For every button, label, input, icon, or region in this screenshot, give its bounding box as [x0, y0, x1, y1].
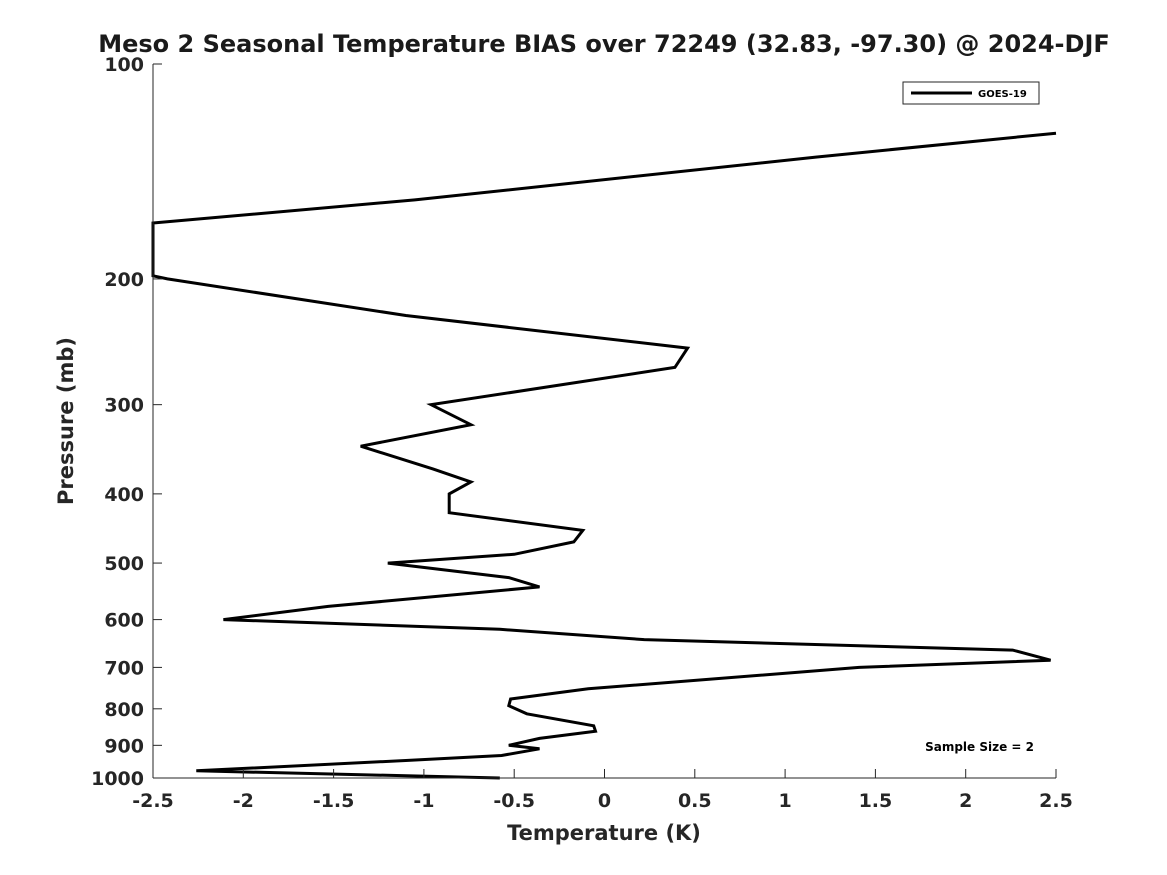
legend: GOES-19 — [902, 81, 1040, 105]
x-tick-label: 0 — [598, 790, 611, 812]
x-tick-label: 0.5 — [678, 790, 712, 812]
y-tick-label: 100 — [104, 54, 144, 76]
y-tick-label: 500 — [104, 553, 144, 575]
x-tick-label: -2.5 — [132, 790, 174, 812]
y-tick-label: 900 — [104, 735, 144, 757]
y-tick-label: 1000 — [91, 768, 144, 790]
sample-size-annotation: Sample Size = 2 — [925, 740, 1034, 754]
x-tick-label: -1.5 — [313, 790, 355, 812]
x-tick-label: 1.5 — [859, 790, 893, 812]
chart-title: Meso 2 Seasonal Temperature BIAS over 72… — [98, 30, 1110, 58]
plot-area — [153, 64, 1056, 778]
y-tick-label: 400 — [104, 484, 144, 506]
x-tick-label: -0.5 — [493, 790, 535, 812]
y-tick-label: 800 — [104, 699, 144, 721]
series-layer — [151, 131, 1057, 780]
x-axis-label: Temperature (K) — [507, 821, 701, 845]
y-tick-label: 300 — [104, 395, 144, 417]
y-tick-label: 600 — [104, 610, 144, 632]
y-tick-label: 200 — [104, 269, 144, 291]
x-tick-label: 2.5 — [1039, 790, 1073, 812]
x-tick-label: 1 — [778, 790, 791, 812]
y-axis-label: Pressure (mb) — [54, 337, 78, 505]
series-line-goes-19 — [151, 131, 1057, 780]
axes-layer: -2.5 -2 -1.5 -1 -0.5 0 0.5 1 1.5 2 2.5 100 200 300 400… — [91, 54, 1073, 812]
x-tick-label: -1 — [413, 790, 434, 812]
y-tick-label: 700 — [104, 657, 144, 679]
x-tick-label: 2 — [959, 790, 972, 812]
legend-label: GOES-19 — [978, 89, 1027, 100]
plot-background — [153, 64, 1056, 778]
x-tick-label: -2 — [233, 790, 254, 812]
